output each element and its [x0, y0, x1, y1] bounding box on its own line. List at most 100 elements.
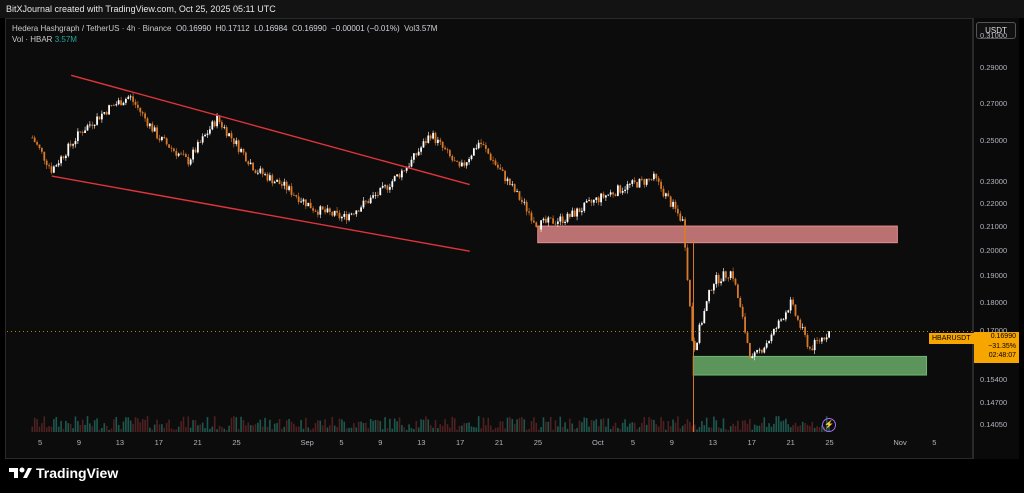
volume-bar [770, 426, 773, 432]
volume-bar [785, 418, 787, 432]
candle-body [712, 284, 715, 291]
candle-body [655, 173, 658, 179]
candle-body [331, 212, 334, 216]
candle-body [240, 148, 242, 152]
candle-body [74, 141, 77, 145]
candle-body [86, 125, 89, 131]
price-scale[interactable] [973, 18, 1019, 459]
candle-body [410, 159, 413, 167]
candle-body [120, 100, 122, 106]
volume-bar [446, 424, 449, 432]
volume-bar [93, 420, 96, 432]
candle-body [573, 210, 576, 217]
candle-body [640, 178, 643, 180]
candle-body [405, 167, 408, 171]
volume-bar [444, 419, 446, 432]
candle-body [64, 155, 67, 159]
volume-bar [585, 418, 588, 432]
candle-body [770, 334, 773, 342]
volume-bar [792, 424, 794, 432]
volume-bar [753, 424, 756, 432]
candle-body [360, 207, 362, 212]
candle-body [141, 112, 144, 114]
candle-body [208, 129, 211, 134]
volume-bar [319, 420, 322, 432]
volume-bar [552, 429, 554, 432]
volume-bar [338, 418, 341, 432]
candle-body [549, 217, 552, 219]
volume-bar [458, 425, 461, 432]
candle-body [556, 221, 559, 224]
legend-high: 0.17112 [221, 24, 250, 33]
candle-body [480, 142, 482, 145]
volume-bar [89, 423, 91, 432]
volume-bar [535, 422, 538, 432]
volume-bar [518, 417, 521, 432]
candle-body [136, 104, 139, 108]
candle-body [273, 181, 276, 184]
volume-bar [701, 421, 703, 432]
time-tick: 13 [708, 438, 718, 447]
volume-bar [187, 416, 190, 432]
currency-button[interactable]: USDT [976, 22, 1016, 39]
volume-bar [369, 418, 372, 432]
volume-bar [741, 420, 744, 432]
legend-low: 0.16984 [258, 24, 288, 33]
candle-body [422, 141, 425, 148]
time-tick: 13 [115, 438, 125, 447]
legend-close-label: C [291, 24, 298, 33]
candle-body [518, 191, 521, 200]
volume-bar [739, 429, 742, 432]
candle-body [530, 212, 533, 221]
volume-bar [120, 429, 122, 432]
candle-body [252, 162, 254, 171]
candle-body [177, 153, 180, 156]
candle-body [585, 200, 588, 203]
volume-bar [773, 423, 775, 432]
candle-body [540, 220, 542, 230]
legend-volume-row: Vol · HBAR 3.57M [12, 34, 437, 45]
volume-bar [473, 427, 475, 432]
candle-body [703, 310, 706, 324]
candle-body [444, 147, 446, 150]
candle-body [511, 184, 514, 186]
volume-bar [141, 419, 144, 432]
volume-bar [669, 426, 672, 432]
volume-bar [588, 426, 590, 432]
volume-bar [605, 426, 607, 432]
volume-bar [775, 416, 778, 432]
candle-body [328, 208, 331, 213]
candle-body [96, 116, 98, 125]
volume-bar [758, 425, 761, 432]
candle-body [636, 182, 638, 188]
lightning-icon[interactable]: ⚡ [822, 418, 836, 432]
volume-bar [437, 428, 439, 432]
volume-bar [283, 426, 286, 432]
volume-bar [55, 417, 58, 432]
candle-body [633, 180, 636, 183]
volume-bar [108, 429, 110, 432]
volume-bar [367, 428, 370, 432]
candle-body [388, 187, 391, 190]
volume-bar [813, 427, 816, 432]
candle-body [189, 159, 192, 165]
volume-bar [806, 424, 809, 432]
volume-bar [297, 426, 300, 432]
candle-body [568, 213, 571, 217]
candle-body [552, 218, 554, 224]
resistance-zone [537, 225, 898, 244]
candle-body [811, 348, 814, 351]
candle-body [72, 144, 74, 146]
candle-body [609, 192, 612, 195]
volume-bar [463, 423, 466, 432]
candle-body [446, 149, 449, 151]
volume-bar [797, 426, 799, 432]
candle-body [753, 352, 756, 357]
volume-bar [161, 424, 163, 432]
volume-bar [648, 417, 650, 432]
brand-name: TradingView [36, 465, 119, 481]
volume-bar [746, 423, 749, 432]
candle-body [532, 220, 535, 223]
volume-bar [288, 418, 290, 432]
